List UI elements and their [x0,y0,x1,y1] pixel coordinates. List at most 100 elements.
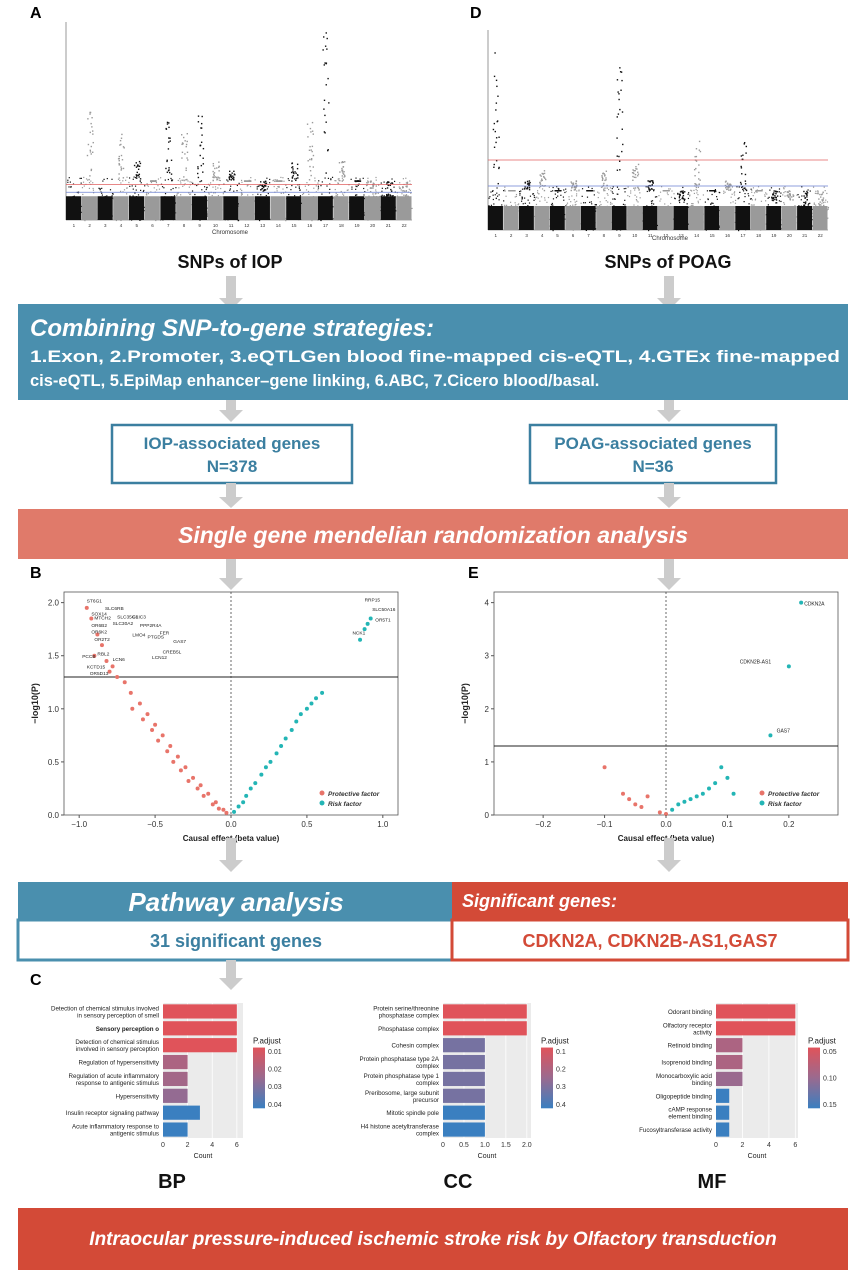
x-tick-label: 0 [161,1142,165,1149]
x-tick-label: −0.1 [597,820,613,829]
snp-point [741,186,743,189]
snp-point [307,184,310,186]
snp-point [406,195,408,197]
snp-point [307,190,310,193]
snp-point [653,203,655,205]
snp-point [728,189,730,191]
protective-point [216,806,221,811]
snp-point [196,184,198,187]
snp-point [296,167,299,170]
snp-point [734,199,737,202]
snp-point [613,198,616,200]
snp-point [214,186,217,188]
risk-point [694,794,699,799]
snp-point [139,178,142,180]
snp-point [679,191,682,193]
snp-point [181,143,183,146]
snp-point [120,143,122,146]
snp-point [620,71,623,73]
x-tick-label: 0.0 [225,820,237,829]
snp-point [738,186,740,188]
snp-point [694,183,696,185]
snp-point [138,165,141,168]
snp-point [181,157,183,159]
snp-point [679,199,681,201]
snp-point [775,199,778,201]
snp-point [743,141,746,144]
snp-point [132,188,134,190]
snp-point [815,190,817,192]
snp-point [695,148,698,150]
snp-point [276,190,278,192]
bottom-banner [18,1208,848,1270]
x-tick-label: 0.0 [660,820,672,829]
snp-point [601,175,603,177]
snp-point [814,192,816,194]
snp-point [806,199,808,201]
snp-point [308,179,311,181]
y-tick-label: 3 [485,652,490,661]
snp-point [812,186,815,188]
snp-point [111,178,113,180]
protective-point [160,733,165,738]
snp-point [695,186,698,189]
snp-point [634,187,637,189]
snp-point [668,190,670,192]
snp-point [228,173,231,176]
snp-density [254,196,270,220]
snp-point [519,190,521,193]
snp-point [68,186,70,188]
snp-point [208,185,211,187]
snp-point [248,179,250,181]
protective-point [110,664,115,669]
snp-point [101,192,103,194]
snp-point [246,180,249,182]
snp-point [80,177,82,179]
enrichment-bar [716,1038,743,1053]
snp-point [320,185,322,187]
snp-point [695,188,697,191]
snp-point [230,185,232,187]
snp-point [677,193,679,195]
snp-point [287,178,289,180]
snp-point [80,182,82,184]
snp-point [526,187,529,189]
snp-point [758,190,760,192]
chromosome-8-points [176,132,193,221]
snp-point [122,167,125,170]
snp-point [764,195,766,197]
category-label: cAMP response [668,1107,712,1114]
snp-density [766,206,782,230]
chromosome-tick: 8 [603,233,606,238]
snp-point [200,141,203,143]
snp-point [695,160,698,162]
snp-point [324,62,326,64]
snp-point [87,179,89,181]
protective-point [210,802,215,807]
snp-point [234,174,236,176]
legend-tick-label: 0.05 [823,1049,837,1056]
snp-point [528,187,531,189]
snp-point [263,186,265,188]
snp-point [779,195,782,197]
snp-point [637,173,640,175]
snp-point [819,208,821,210]
snp-point [380,182,382,184]
snp-point [405,190,408,192]
snp-point [493,146,496,148]
snp-point [214,192,216,194]
snp-point [375,189,377,191]
snp-point [493,203,495,205]
snp-point [557,191,559,193]
risk-point [274,751,279,756]
snp-point [492,198,494,201]
snp-point [603,190,605,192]
snp-point [586,190,588,192]
chromosome-9-points [191,115,209,221]
risk-point [241,800,246,805]
chromosome-tick: 5 [556,233,559,238]
snp-point [649,189,651,191]
snp-point [291,184,293,187]
snp-point [269,178,271,181]
